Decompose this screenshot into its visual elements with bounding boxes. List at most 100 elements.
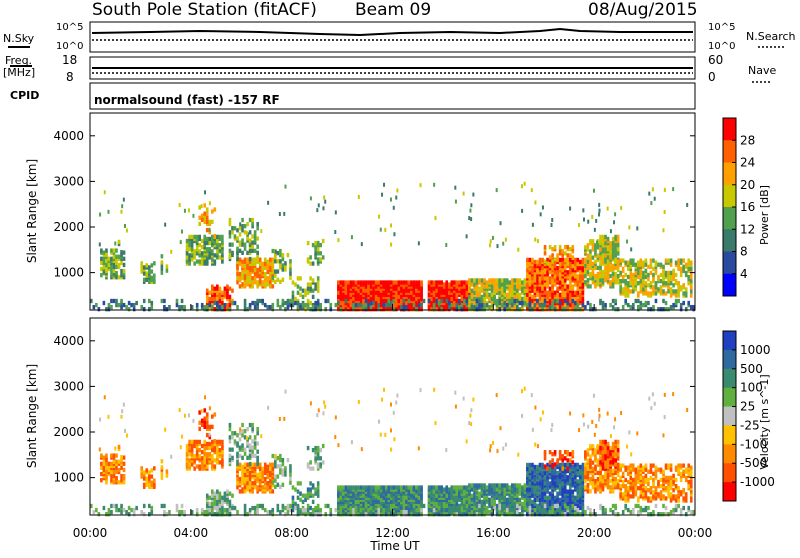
velocity-cell (277, 474, 280, 478)
power-cell (307, 282, 310, 286)
power-cell (284, 261, 287, 265)
velocity-cell (377, 485, 380, 489)
power-cell (503, 301, 506, 305)
power-cell (534, 260, 537, 264)
velocity-cell (508, 498, 511, 502)
power-cell (526, 282, 529, 286)
power-cell (121, 204, 123, 208)
power-cell (637, 275, 640, 279)
velocity-cell (448, 487, 451, 491)
power-cell (502, 242, 504, 246)
velocity-cell (266, 465, 269, 469)
velocity-cell (246, 463, 249, 467)
velocity-cell (254, 435, 257, 439)
velocity-cell (279, 485, 282, 489)
velocity-cell (214, 492, 217, 496)
velocity-cell (519, 498, 522, 502)
power-cell (526, 268, 529, 272)
velocity-cell (123, 455, 126, 459)
velocity-cell (496, 483, 499, 487)
power-cell (279, 259, 282, 263)
power-cell (473, 291, 476, 295)
power-cell (214, 293, 217, 297)
velocity-cell (549, 481, 552, 485)
power-cell (577, 266, 580, 270)
power-cell (423, 299, 426, 303)
power-cell (569, 270, 572, 274)
velocity-cell (251, 481, 254, 485)
velocity-cell (186, 452, 189, 456)
power-cell (377, 280, 380, 284)
velocity-cell (546, 483, 549, 487)
power-cell (244, 258, 247, 262)
velocity-cell (166, 474, 169, 478)
velocity-cell (471, 494, 474, 498)
power-cell (541, 258, 544, 262)
velocity-cell (196, 452, 199, 456)
power-cell (551, 266, 554, 270)
power-cell (193, 253, 196, 257)
power-cell (418, 241, 420, 245)
power-cell (655, 299, 658, 303)
power-cell (304, 289, 307, 293)
power-cell (403, 305, 406, 309)
power-cell (675, 261, 678, 265)
power-cell (433, 293, 436, 297)
power-cell (153, 261, 156, 265)
power-cell (113, 255, 116, 259)
power-cell (307, 287, 310, 291)
velocity-cell (221, 502, 224, 506)
freq-tick-top: 18 (62, 53, 77, 67)
power-cell (115, 299, 118, 303)
power-cell (602, 305, 605, 309)
power-cell (498, 284, 501, 288)
velocity-cell (151, 474, 154, 478)
power-cell (554, 264, 557, 268)
velocity-cell (428, 485, 431, 489)
power-cell (579, 307, 582, 311)
power-cell (438, 301, 441, 305)
power-cell (216, 284, 219, 288)
colorbar-tick-label: 28 (740, 133, 755, 147)
power-cell (229, 253, 232, 257)
power-cell (604, 249, 607, 253)
power-cell (198, 249, 201, 253)
power-cell (148, 307, 151, 311)
power-cell (589, 258, 592, 262)
power-cell (201, 303, 204, 307)
velocity-cell (201, 456, 204, 460)
power-cell (470, 217, 472, 221)
velocity-cell (438, 485, 441, 489)
power-cell (453, 301, 456, 305)
power-cell (181, 305, 184, 309)
power-cell (115, 261, 118, 265)
power-cell (302, 295, 305, 299)
power-cell (382, 280, 385, 284)
power-cell (607, 207, 609, 211)
power-cell (211, 239, 214, 243)
power-cell (282, 278, 285, 282)
velocity-cell (203, 446, 206, 450)
power-cell (246, 307, 249, 311)
power-cell (123, 303, 126, 307)
power-cell (229, 299, 232, 303)
power-cell (645, 258, 648, 262)
power-cell (627, 281, 630, 285)
power-cell (314, 251, 317, 255)
velocity-cell (443, 487, 446, 491)
power-cell (206, 241, 209, 245)
power-cell (249, 230, 252, 234)
power-cell (249, 218, 252, 222)
velocity-cell (153, 466, 156, 470)
power-cell (687, 267, 690, 271)
velocity-cell (203, 417, 206, 421)
power-cell (534, 307, 537, 311)
power-cell (385, 293, 388, 297)
power-cell (607, 255, 610, 259)
power-cell (103, 301, 106, 305)
power-cell (206, 207, 209, 211)
velocity-cell (546, 487, 549, 491)
power-cell (241, 243, 244, 247)
power-cell (622, 287, 625, 291)
